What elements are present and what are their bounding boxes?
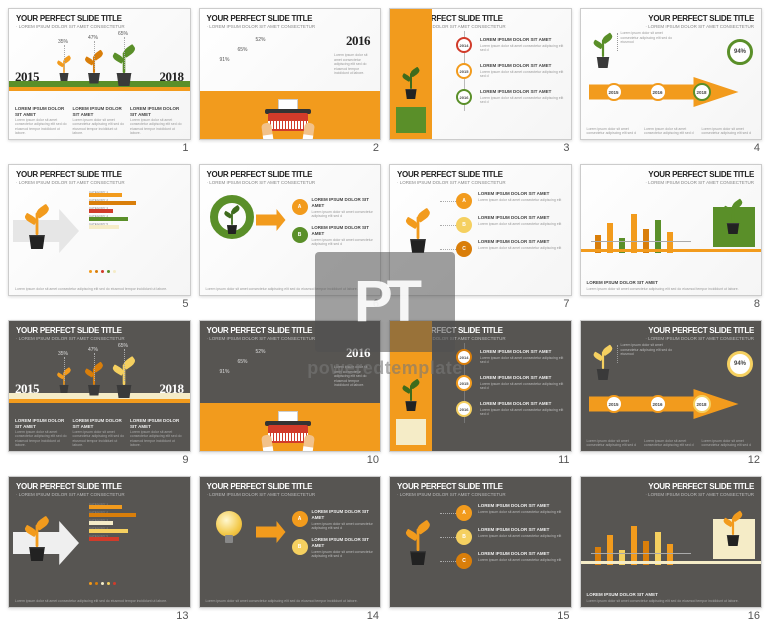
slide-number: 15 [389, 608, 572, 622]
slide-6: YOUR PERFECT SLIDE TITLE· LOREM IPSUM DO… [199, 164, 382, 296]
slide-title: YOUR PERFECT SLIDE TITLE [645, 482, 754, 491]
slide-cell-14: YOUR PERFECT SLIDE TITLE· LOREM IPSUM DO… [199, 476, 382, 622]
slide-subtitle: · LOREM IPSUM DOLOR SIT AMET CONSECTETUR [207, 336, 376, 341]
slide-cell-9: YOUR PERFECT SLIDE TITLE· LOREM IPSUM DO… [8, 320, 191, 466]
slide-subtitle: · LOREM IPSUM DOLOR SIT AMET CONSECTETUR [645, 24, 754, 29]
slide-number: 3 [389, 140, 572, 154]
slide-cell-2: YOUR PERFECT SLIDE TITLE· LOREM IPSUM DO… [199, 8, 382, 154]
slide-subtitle: · LOREM IPSUM DOLOR SIT AMET CONSECTETUR [207, 180, 376, 185]
slide-number: 16 [580, 608, 763, 622]
slide-subtitle: · LOREM IPSUM DOLOR SIT AMET CONSECTETUR [397, 492, 566, 497]
slide-number: 11 [389, 452, 572, 466]
slide-cell-3: YOUR PERFECT SLIDE TITLE· LOREM IPSUM DO… [389, 8, 572, 154]
slide-cell-10: YOUR PERFECT SLIDE TITLE· LOREM IPSUM DO… [199, 320, 382, 466]
slide-subtitle: · LOREM IPSUM DOLOR SIT AMET CONSECTETUR [645, 180, 754, 185]
slide-title: YOUR PERFECT SLIDE TITLE [207, 14, 376, 23]
slide-cell-11: YOUR PERFECT SLIDE TITLE· LOREM IPSUM DO… [389, 320, 572, 466]
slide-title: YOUR PERFECT SLIDE TITLE [207, 326, 376, 335]
slide-number: 6 [199, 296, 382, 310]
slide-14: YOUR PERFECT SLIDE TITLE· LOREM IPSUM DO… [199, 476, 382, 608]
slide-number: 14 [199, 608, 382, 622]
slide-13: YOUR PERFECT SLIDE TITLE· LOREM IPSUM DO… [8, 476, 191, 608]
slide-title: YOUR PERFECT SLIDE TITLE [207, 170, 376, 179]
slide-number: 8 [580, 296, 763, 310]
slide-number: 13 [8, 608, 191, 622]
slide-10: YOUR PERFECT SLIDE TITLE· LOREM IPSUM DO… [199, 320, 382, 452]
slide-title: YOUR PERFECT SLIDE TITLE [397, 170, 566, 179]
slide-number: 12 [580, 452, 763, 466]
slide-subtitle: · LOREM IPSUM DOLOR SIT AMET CONSECTETUR [16, 336, 185, 341]
slide-subtitle: · LOREM IPSUM DOLOR SIT AMET CONSECTETUR [16, 492, 185, 497]
slide-2: YOUR PERFECT SLIDE TITLE· LOREM IPSUM DO… [199, 8, 382, 140]
slide-number: 7 [389, 296, 572, 310]
slide-cell-8: YOUR PERFECT SLIDE TITLE· LOREM IPSUM DO… [580, 164, 763, 310]
slide-subtitle: · LOREM IPSUM DOLOR SIT AMET CONSECTETUR [645, 492, 754, 497]
slide-number: 9 [8, 452, 191, 466]
slide-number: 4 [580, 140, 763, 154]
slide-number: 5 [8, 296, 191, 310]
slide-cell-13: YOUR PERFECT SLIDE TITLE· LOREM IPSUM DO… [8, 476, 191, 622]
slide-number: 10 [199, 452, 382, 466]
slide-7: YOUR PERFECT SLIDE TITLE· LOREM IPSUM DO… [389, 164, 572, 296]
slide-cell-6: YOUR PERFECT SLIDE TITLE· LOREM IPSUM DO… [199, 164, 382, 310]
slide-grid: YOUR PERFECT SLIDE TITLE· LOREM IPSUM DO… [0, 0, 770, 630]
slide-cell-12: YOUR PERFECT SLIDE TITLE· LOREM IPSUM DO… [580, 320, 763, 466]
slide-subtitle: · LOREM IPSUM DOLOR SIT AMET CONSECTETUR [207, 492, 376, 497]
slide-title: YOUR PERFECT SLIDE TITLE [16, 326, 185, 335]
slide-title: YOUR PERFECT SLIDE TITLE [16, 170, 185, 179]
slide-cell-16: YOUR PERFECT SLIDE TITLE· LOREM IPSUM DO… [580, 476, 763, 622]
slide-cell-5: YOUR PERFECT SLIDE TITLE· LOREM IPSUM DO… [8, 164, 191, 310]
slide-9: YOUR PERFECT SLIDE TITLE· LOREM IPSUM DO… [8, 320, 191, 452]
slide-subtitle: · LOREM IPSUM DOLOR SIT AMET CONSECTETUR [207, 24, 376, 29]
slide-number: 2 [199, 140, 382, 154]
slide-cell-4: YOUR PERFECT SLIDE TITLE· LOREM IPSUM DO… [580, 8, 763, 154]
slide-12: YOUR PERFECT SLIDE TITLE· LOREM IPSUM DO… [580, 320, 763, 452]
slide-title: YOUR PERFECT SLIDE TITLE [645, 14, 754, 23]
slide-number: 1 [8, 140, 191, 154]
slide-15: YOUR PERFECT SLIDE TITLE· LOREM IPSUM DO… [389, 476, 572, 608]
slide-subtitle: · LOREM IPSUM DOLOR SIT AMET CONSECTETUR [645, 336, 754, 341]
slide-title: YOUR PERFECT SLIDE TITLE [207, 482, 376, 491]
slide-16: YOUR PERFECT SLIDE TITLE· LOREM IPSUM DO… [580, 476, 763, 608]
slide-subtitle: · LOREM IPSUM DOLOR SIT AMET CONSECTETUR [16, 24, 185, 29]
slide-1: YOUR PERFECT SLIDE TITLE· LOREM IPSUM DO… [8, 8, 191, 140]
slide-8: YOUR PERFECT SLIDE TITLE· LOREM IPSUM DO… [580, 164, 763, 296]
slide-subtitle: · LOREM IPSUM DOLOR SIT AMET CONSECTETUR [397, 180, 566, 185]
slide-cell-7: YOUR PERFECT SLIDE TITLE· LOREM IPSUM DO… [389, 164, 572, 310]
slide-3: YOUR PERFECT SLIDE TITLE· LOREM IPSUM DO… [389, 8, 572, 140]
slide-4: YOUR PERFECT SLIDE TITLE· LOREM IPSUM DO… [580, 8, 763, 140]
slide-cell-15: YOUR PERFECT SLIDE TITLE· LOREM IPSUM DO… [389, 476, 572, 622]
slide-5: YOUR PERFECT SLIDE TITLE· LOREM IPSUM DO… [8, 164, 191, 296]
slide-title: YOUR PERFECT SLIDE TITLE [16, 14, 185, 23]
slide-title: YOUR PERFECT SLIDE TITLE [397, 482, 566, 491]
slide-subtitle: · LOREM IPSUM DOLOR SIT AMET CONSECTETUR [16, 180, 185, 185]
slide-11: YOUR PERFECT SLIDE TITLE· LOREM IPSUM DO… [389, 320, 572, 452]
slide-cell-1: YOUR PERFECT SLIDE TITLE· LOREM IPSUM DO… [8, 8, 191, 154]
slide-title: YOUR PERFECT SLIDE TITLE [645, 326, 754, 335]
slide-title: YOUR PERFECT SLIDE TITLE [16, 482, 185, 491]
slide-title: YOUR PERFECT SLIDE TITLE [645, 170, 754, 179]
